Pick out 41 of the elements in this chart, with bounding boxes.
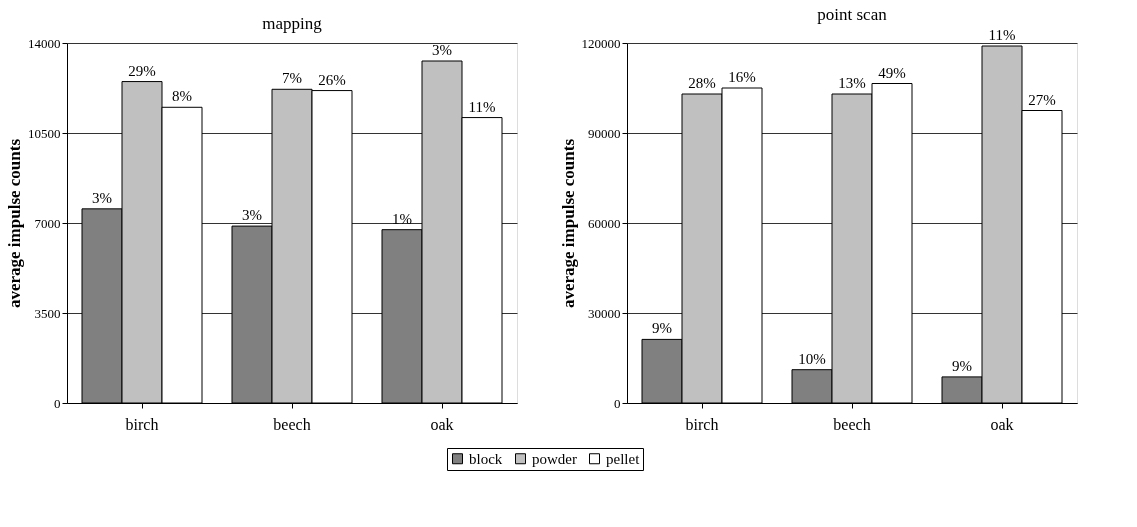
- annotation: 16%: [728, 69, 756, 85]
- annotation: 3%: [242, 207, 262, 224]
- annotation: 3%: [92, 189, 112, 206]
- x-tick-label: beech: [273, 415, 311, 433]
- y-tick-label: 30000: [588, 305, 621, 321]
- annotation: 3%: [432, 42, 452, 58]
- annotation: 11%: [468, 98, 496, 115]
- y-tick-label: 3500: [34, 305, 61, 321]
- x-tick-label: birch: [685, 415, 719, 433]
- y-tick-label: 90000: [588, 125, 621, 141]
- annotation: 8%: [172, 88, 192, 105]
- annotation: 26%: [318, 71, 346, 88]
- annotation: 27%: [1028, 91, 1056, 108]
- y-tick-label: 14000: [28, 35, 61, 51]
- y-axis-title: average impulse counts: [5, 138, 24, 309]
- y-tick-label: 7000: [34, 215, 61, 231]
- annotation: 9%: [952, 357, 972, 374]
- annotation: 10%: [798, 350, 826, 367]
- legend-label: block: [469, 450, 503, 467]
- annotation: 13%: [838, 75, 866, 91]
- annotation: 9%: [652, 320, 672, 337]
- legend-label: powder: [532, 450, 577, 467]
- x-tick-label: beech: [833, 415, 871, 433]
- annotation: 7%: [282, 70, 302, 87]
- chart-title: point scan: [817, 5, 888, 24]
- annotation: 28%: [688, 75, 716, 91]
- legend-label: pellet: [606, 450, 641, 467]
- y-tick-label: 60000: [588, 215, 621, 231]
- annotation: 49%: [878, 64, 906, 81]
- y-tick-label: 10500: [28, 125, 61, 141]
- x-tick-label: oak: [430, 415, 454, 433]
- y-tick-label: 0: [614, 395, 621, 411]
- chart-title: mapping: [262, 14, 323, 33]
- annotation: 1%: [392, 210, 412, 227]
- annotation: 29%: [128, 62, 156, 79]
- x-tick-label: oak: [990, 415, 1014, 433]
- y-tick-label: 0: [54, 395, 61, 411]
- x-tick-label: birch: [125, 415, 159, 433]
- y-axis-title: average impulse counts: [558, 138, 578, 309]
- annotation: 11%: [988, 27, 1016, 43]
- y-tick-label: 120000: [581, 35, 621, 51]
